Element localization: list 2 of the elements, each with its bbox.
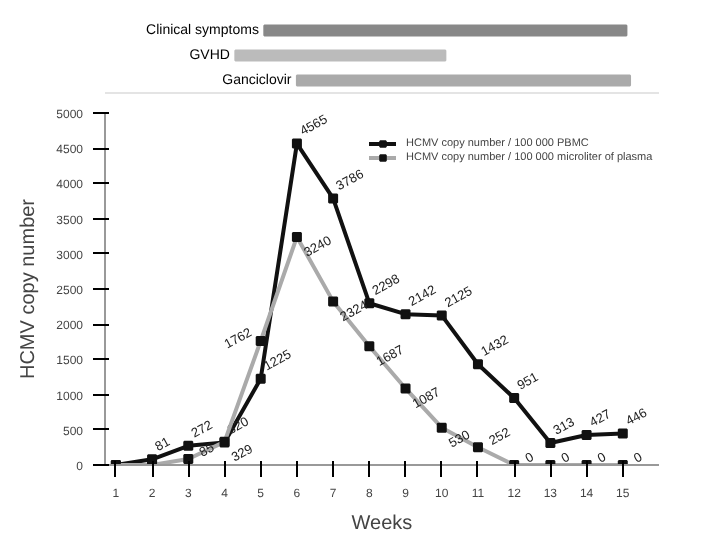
y-axis-title: HCMV copy number [18,197,41,380]
x-axis-title: Weeks [351,513,413,535]
